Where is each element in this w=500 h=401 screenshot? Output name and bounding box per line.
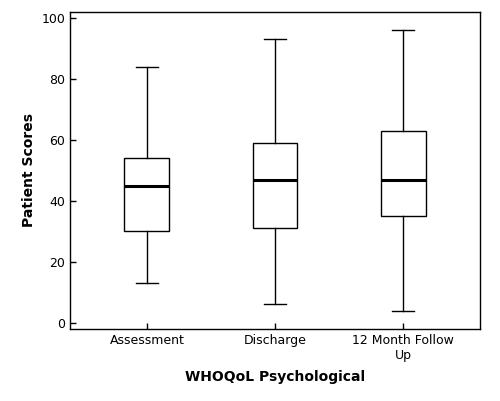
Y-axis label: Patient Scores: Patient Scores	[22, 113, 36, 227]
X-axis label: WHOQoL Psychological: WHOQoL Psychological	[185, 370, 365, 384]
PathPatch shape	[124, 158, 170, 231]
PathPatch shape	[380, 131, 426, 216]
PathPatch shape	[252, 143, 298, 228]
